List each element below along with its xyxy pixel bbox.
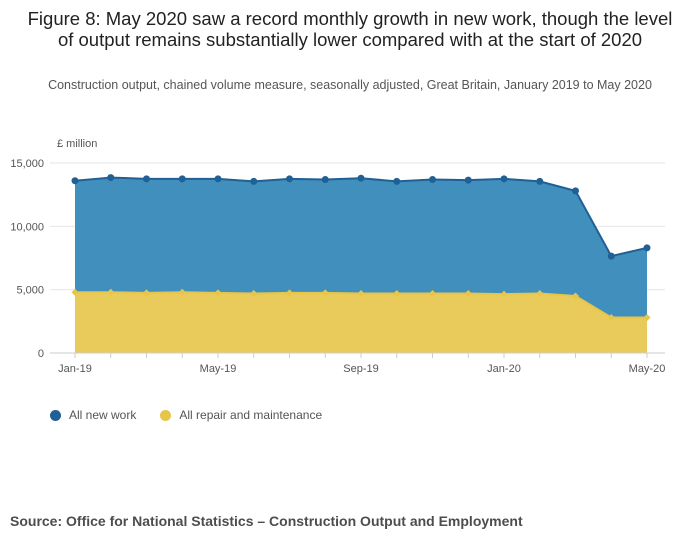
- data-point-new-work: [500, 175, 508, 183]
- y-tick-label: 15,000: [10, 158, 44, 170]
- data-point-new-work: [214, 175, 222, 183]
- data-point-repair: [107, 288, 115, 296]
- x-tick-label: Sep-19: [343, 363, 378, 375]
- data-point-new-work: [464, 176, 472, 184]
- x-tick-label: May-20: [629, 363, 666, 375]
- legend-item-repair[interactable]: All repair and maintenance: [160, 408, 322, 422]
- data-point-repair: [536, 289, 544, 297]
- y-axis-label: £ million: [57, 138, 97, 150]
- data-point-new-work: [607, 252, 615, 260]
- data-point-new-work: [357, 174, 365, 182]
- data-point-repair: [607, 314, 615, 322]
- data-point-new-work: [321, 175, 329, 183]
- x-tick-label: Jan-19: [58, 363, 92, 375]
- data-point-repair: [464, 289, 472, 297]
- y-tick-label: 0: [38, 348, 44, 360]
- legend-label-repair: All repair and maintenance: [179, 408, 323, 422]
- data-point-new-work: [429, 175, 436, 183]
- data-point-new-work: [107, 174, 115, 182]
- x-tick-label: Jan-20: [487, 363, 521, 375]
- data-point-repair: [393, 289, 401, 297]
- chart-title: Figure 8: May 2020 saw a record monthly …: [27, 8, 673, 50]
- data-point-new-work: [71, 177, 79, 185]
- chart-subtitle: Construction output, chained volume meas…: [48, 78, 652, 92]
- data-point-new-work: [178, 175, 186, 183]
- area-repair: [75, 292, 647, 353]
- source-note: Source: Office for National Statistics –…: [10, 513, 523, 529]
- data-point-new-work: [572, 187, 579, 195]
- data-point-repair: [286, 289, 293, 297]
- area-layer: [74, 176, 648, 353]
- legend-item-new-work[interactable]: All new work: [50, 408, 136, 422]
- data-point-new-work: [143, 175, 150, 183]
- data-point-repair: [572, 292, 579, 300]
- data-point-repair: [71, 288, 79, 296]
- data-point-repair: [178, 288, 186, 296]
- data-point-repair: [214, 289, 222, 297]
- legend-marker-repair-icon: [160, 409, 172, 421]
- y-tick-label: 10,000: [10, 221, 44, 233]
- y-tick-label: 5,000: [16, 285, 44, 297]
- data-point-repair: [429, 289, 436, 297]
- data-point-repair: [643, 314, 651, 322]
- x-tick-label: May-19: [200, 363, 237, 375]
- data-point-new-work: [643, 244, 651, 252]
- legend-label-new-work: All new work: [69, 408, 137, 422]
- data-point-repair: [357, 289, 365, 297]
- data-point-repair: [500, 290, 508, 298]
- data-point-repair: [321, 289, 329, 297]
- axis-layer: 0 5,000 10,000 15,000 Jan-19 May-19 Sep-19 Jan-…: [10, 158, 665, 375]
- data-point-repair: [143, 289, 150, 297]
- data-point-new-work: [286, 175, 293, 183]
- legend-marker-new-work-icon: [50, 409, 61, 421]
- data-point-repair: [250, 289, 258, 297]
- legend: All new work All repair and maintenance: [50, 408, 322, 422]
- marker-layer: [71, 174, 651, 322]
- data-point-new-work: [250, 177, 258, 185]
- data-point-new-work: [393, 177, 401, 185]
- chart-plot: 0 5,000 10,000 15,000 Jan-19 May-19 Sep-19 Jan-…: [10, 138, 665, 375]
- data-point-new-work: [536, 177, 544, 185]
